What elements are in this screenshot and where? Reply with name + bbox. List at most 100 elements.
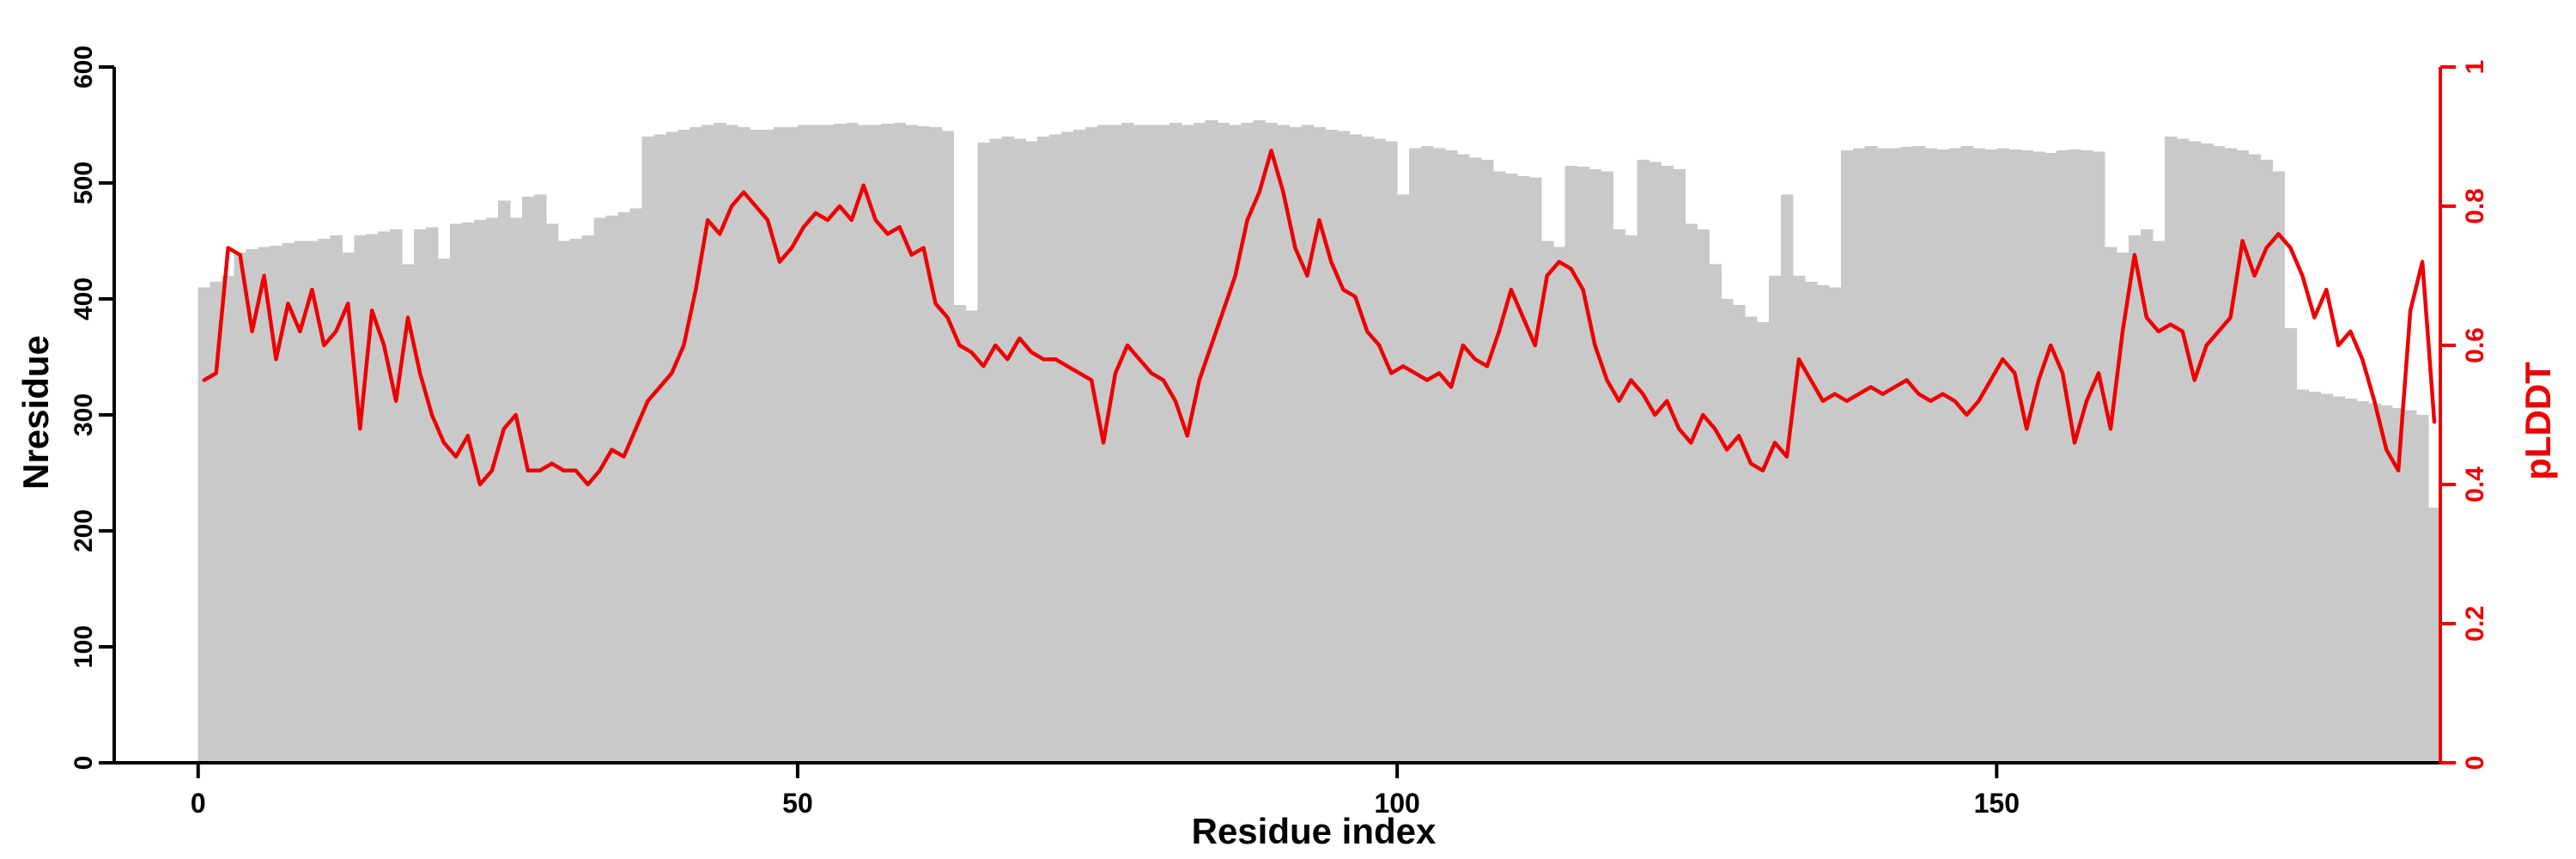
bar-nresidue <box>869 125 883 763</box>
y-axis-left-tick-label: 400 <box>70 277 98 320</box>
bar-nresidue <box>1301 125 1314 763</box>
bar-nresidue <box>1721 299 1734 763</box>
bar-nresidue <box>485 217 499 763</box>
bar-nresidue <box>2152 241 2166 763</box>
bar-nresidue <box>1528 177 1542 763</box>
y-axis-label-right: pLDDT <box>2518 362 2558 480</box>
bar-nresidue <box>2176 138 2190 763</box>
bar-nresidue <box>941 131 955 763</box>
bar-nresidue <box>545 223 559 763</box>
bar-nresidue <box>1397 194 1410 763</box>
bar-nresidue <box>2044 152 2057 763</box>
bar-nresidue <box>2380 405 2393 763</box>
bar-nresidue <box>1924 148 1938 763</box>
bar-nresidue <box>270 245 283 763</box>
bar-nresidue <box>1769 276 1782 763</box>
y-axis-left-tick-label: 500 <box>70 161 98 204</box>
bar-nresidue <box>1061 131 1074 764</box>
bar-nresidue <box>1972 148 1985 763</box>
bar-nresidue <box>1637 160 1649 763</box>
bar-nresidue <box>1780 194 1794 763</box>
bar-nresidue <box>1673 168 1686 764</box>
y-axis-right-tick-label: 0 <box>2461 756 2489 771</box>
bar-nresidue <box>414 229 427 763</box>
bar-nresidue <box>2296 389 2309 763</box>
bar-nresidue <box>1936 149 1950 764</box>
bar-nresidue <box>2069 149 2081 764</box>
bar-nresidue <box>258 247 271 763</box>
bar-nresidue <box>2404 410 2417 763</box>
bar-nresidue <box>1912 145 1926 764</box>
bar-nresidue <box>2020 150 2033 763</box>
bar-nresidue <box>1217 122 1230 764</box>
bar-nresidue <box>1444 150 1458 763</box>
bar-nresidue <box>1816 284 1830 763</box>
bar-nresidue <box>2212 145 2226 764</box>
bar-nresidue <box>762 129 775 763</box>
x-axis-tick-label: 0 <box>191 788 206 819</box>
bar-nresidue <box>2093 151 2105 764</box>
y-axis-right-tick-label: 1 <box>2461 60 2489 75</box>
bar-nresidue <box>497 200 511 763</box>
bar-nresidue <box>390 229 403 763</box>
bar-nresidue <box>774 127 787 763</box>
y-axis-right-tick-label: 0.4 <box>2461 466 2489 503</box>
bar-nresidue <box>641 137 654 763</box>
bar-nresidue <box>2272 171 2286 763</box>
bar-nresidue <box>2057 150 2069 763</box>
bar-nresidue <box>2140 229 2154 763</box>
bar-nresidue <box>593 217 607 763</box>
bar-nresidue <box>702 125 714 763</box>
bar-nresidue <box>905 125 919 763</box>
bar-nresidue <box>857 125 871 763</box>
y-axis-left-tick-label: 600 <box>70 46 98 88</box>
bar-nresidue <box>1685 223 1698 763</box>
bar-nresidue <box>306 241 319 763</box>
bar-nresidue <box>1325 129 1338 763</box>
bar-nresidue <box>1492 171 1506 763</box>
bar-nresidue <box>1888 148 1902 763</box>
bar-nresidue <box>1876 148 1890 763</box>
bar-nresidue <box>738 127 750 763</box>
bar-nresidue <box>1337 131 1350 763</box>
bar-nresidue <box>617 211 631 763</box>
bar-nresidue <box>1013 138 1026 763</box>
x-axis-tick-label: 100 <box>1374 788 1419 819</box>
bar-nresidue <box>929 127 943 763</box>
bar-nresidue <box>845 122 859 764</box>
bar-nresidue <box>569 238 583 763</box>
bar-nresidue <box>1049 134 1062 764</box>
bar-nresidue <box>1181 125 1194 763</box>
bar-nresidue <box>1792 276 1806 763</box>
bar-nresidue <box>965 310 979 763</box>
bar-nresidue <box>821 125 835 763</box>
bar-nresidue <box>1229 125 1242 763</box>
y-axis-right-tick-label: 0.8 <box>2461 188 2489 224</box>
bar-nresidue <box>1804 281 1818 763</box>
bar-nresidue <box>2224 148 2238 763</box>
bar-nresidue <box>1409 148 1422 763</box>
bar-nresidue <box>1349 134 1362 764</box>
bar-nresidue <box>1540 241 1554 763</box>
bar-nresidue <box>2248 154 2262 763</box>
bar-nresidue <box>797 125 811 763</box>
bar-nresidue <box>581 235 595 763</box>
bar-nresidue <box>653 134 666 764</box>
bar-nresidue <box>1601 171 1614 763</box>
bar-nresidue <box>1193 122 1206 764</box>
bar-nresidue <box>557 241 571 763</box>
bar-nresidue <box>893 122 907 764</box>
bar-nresidue <box>2116 253 2129 763</box>
bar-nresidue <box>1241 122 1255 764</box>
bar-nresidue <box>1828 287 1842 763</box>
bar-nresidue <box>2284 327 2298 763</box>
y-axis-left-tick-label: 100 <box>70 625 98 668</box>
bar-nresidue <box>2128 235 2142 763</box>
bar-nresidue <box>2428 508 2441 763</box>
bar-nresidue <box>2032 151 2045 764</box>
bar-nresidue <box>677 129 690 763</box>
bar-nresidue <box>917 125 931 764</box>
y-axis-label-left: Nresidue <box>15 335 56 490</box>
